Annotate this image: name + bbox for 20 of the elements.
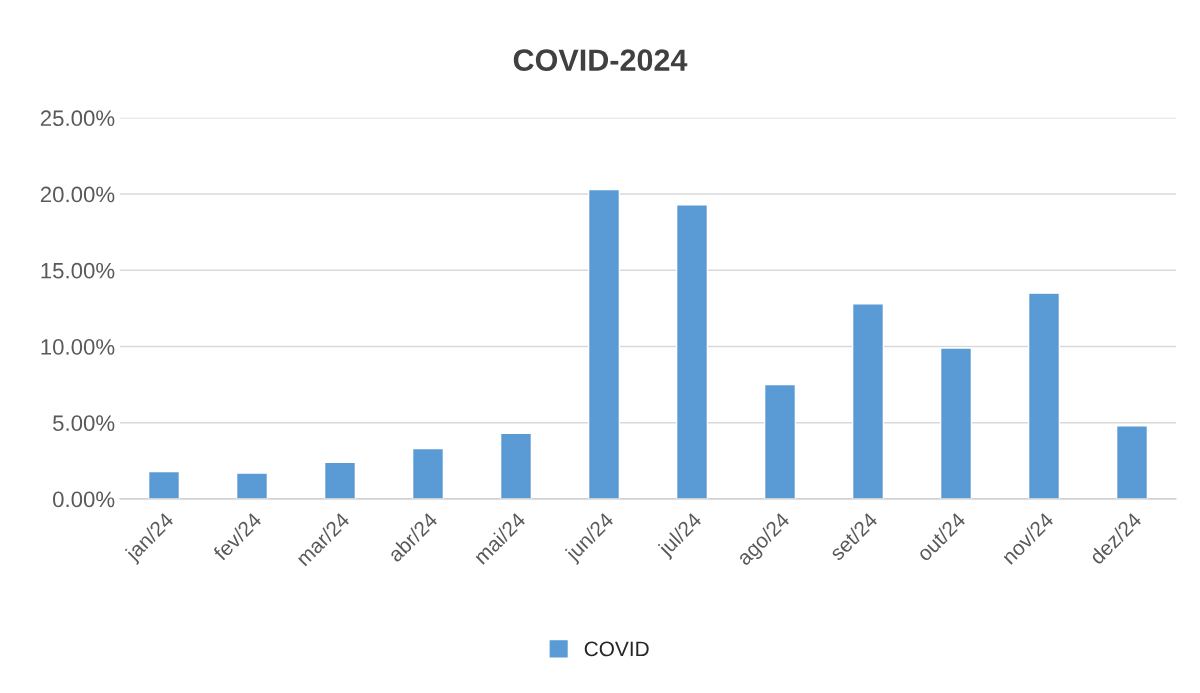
bar	[851, 303, 885, 499]
y-tick-label: 10.00%	[41, 339, 115, 355]
bar	[147, 470, 181, 499]
bar	[1027, 292, 1061, 499]
bar	[763, 383, 797, 499]
bar	[235, 472, 269, 499]
y-tick-label: 15.00%	[41, 262, 115, 279]
y-tick-label: 25.00%	[40, 110, 115, 127]
y-tick-label: 0.00%	[53, 491, 115, 508]
bar	[587, 188, 621, 499]
bar	[499, 432, 533, 499]
bar	[323, 461, 357, 499]
chart-title: COVID-2024	[513, 49, 688, 71]
bar	[675, 204, 709, 499]
legend-label: COVID	[584, 641, 649, 657]
bar	[411, 447, 445, 499]
y-tick-label: 20.00%	[40, 186, 115, 203]
bar	[1115, 425, 1149, 499]
y-tick-label: 5.00%	[53, 415, 115, 431]
bar	[939, 347, 973, 499]
